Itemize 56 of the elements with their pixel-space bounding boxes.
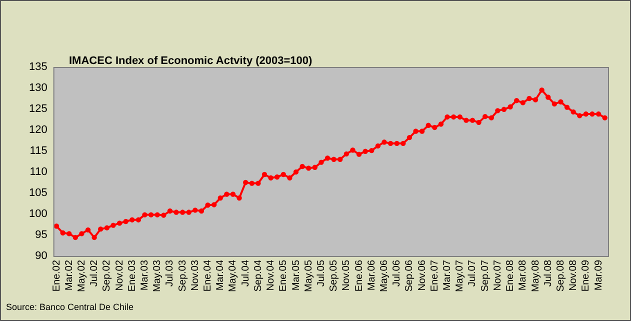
y-tick-label: 110: [30, 166, 48, 178]
x-tick-label: Jul.08: [542, 260, 554, 287]
x-tick-label: Mar.02: [64, 260, 75, 291]
y-tick-label: 105: [28, 186, 48, 199]
x-tick-label: Jul.07: [467, 260, 478, 287]
x-tick-label: Mar.09: [593, 260, 604, 291]
x-tick-label: Ene.05: [278, 260, 290, 292]
x-tick-label: May.04: [228, 260, 239, 292]
x-tick-label: Ene.06: [354, 260, 365, 292]
y-tick-label: 90: [35, 250, 48, 262]
x-tick-label: Nov.07: [492, 260, 504, 291]
x-tick-label: Sep.03: [177, 260, 188, 292]
x-tick-label: Jul.05: [316, 260, 327, 287]
x-tick-label: Sep.04: [252, 260, 264, 292]
x-tick-label: Mar.04: [215, 260, 226, 291]
x-tick-label: Nov.04: [266, 260, 277, 291]
x-tick-label: Ene.08: [505, 260, 516, 292]
x-tick-label: May.03: [152, 260, 164, 292]
x-tick-label: Ene.03: [126, 260, 138, 292]
x-tick-label: Sep.05: [328, 260, 340, 292]
x-tick-label: Mar.07: [442, 260, 454, 291]
x-tick-label: May.08: [530, 260, 542, 292]
x-tick-label: Sep.07: [480, 260, 491, 292]
x-tick-label: May.05: [303, 260, 314, 292]
y-tick-label: 115: [30, 145, 48, 158]
x-tick-label: Jul.04: [240, 260, 252, 287]
x-tick-label: May.07: [454, 260, 466, 292]
x-tick-label: Sep.06: [404, 260, 416, 292]
y-tick-label: 95: [35, 228, 48, 241]
x-tick-label: Sep.02: [102, 260, 113, 292]
x-tick-label: Nov.06: [416, 260, 428, 291]
x-tick-label: Mar.05: [290, 260, 302, 291]
x-tick-label: Nov.03: [190, 260, 201, 291]
x-tick-label: Nov.08: [568, 260, 580, 291]
x-tick-label: May.06: [379, 260, 390, 292]
y-tick-label: 120: [28, 124, 48, 136]
x-tick-label: May.02: [76, 260, 88, 292]
x-tick-label: Ene.09: [580, 260, 592, 292]
x-tick-label: Jul.03: [164, 260, 176, 287]
x-tick-label: Mar.08: [518, 260, 529, 291]
x-tick-label: Mar.06: [366, 260, 378, 291]
source-note: Source: Banco Central De Chile: [6, 302, 134, 312]
x-tick-label: Mar.03: [139, 260, 150, 291]
x-tick-label: Sep.08: [555, 260, 566, 292]
x-tick-label: Nov.05: [341, 260, 352, 291]
x-tick-label: Nov.02: [114, 260, 126, 291]
x-tick-label: Ene.02: [51, 260, 62, 292]
y-tick-label: 125: [28, 103, 48, 116]
x-tick-label: Jul.06: [392, 260, 403, 287]
y-tick-label: 100: [28, 208, 48, 220]
chart-title: IMACEC Index of Economic Actvity (2003=100): [69, 55, 312, 67]
x-tick-label: Ene.07: [429, 260, 440, 292]
x-tick-label: Jul.02: [89, 260, 100, 287]
y-tick-label: 130: [28, 82, 48, 94]
y-tick-label: 135: [28, 61, 48, 74]
x-tick-label: Ene.04: [202, 260, 214, 292]
